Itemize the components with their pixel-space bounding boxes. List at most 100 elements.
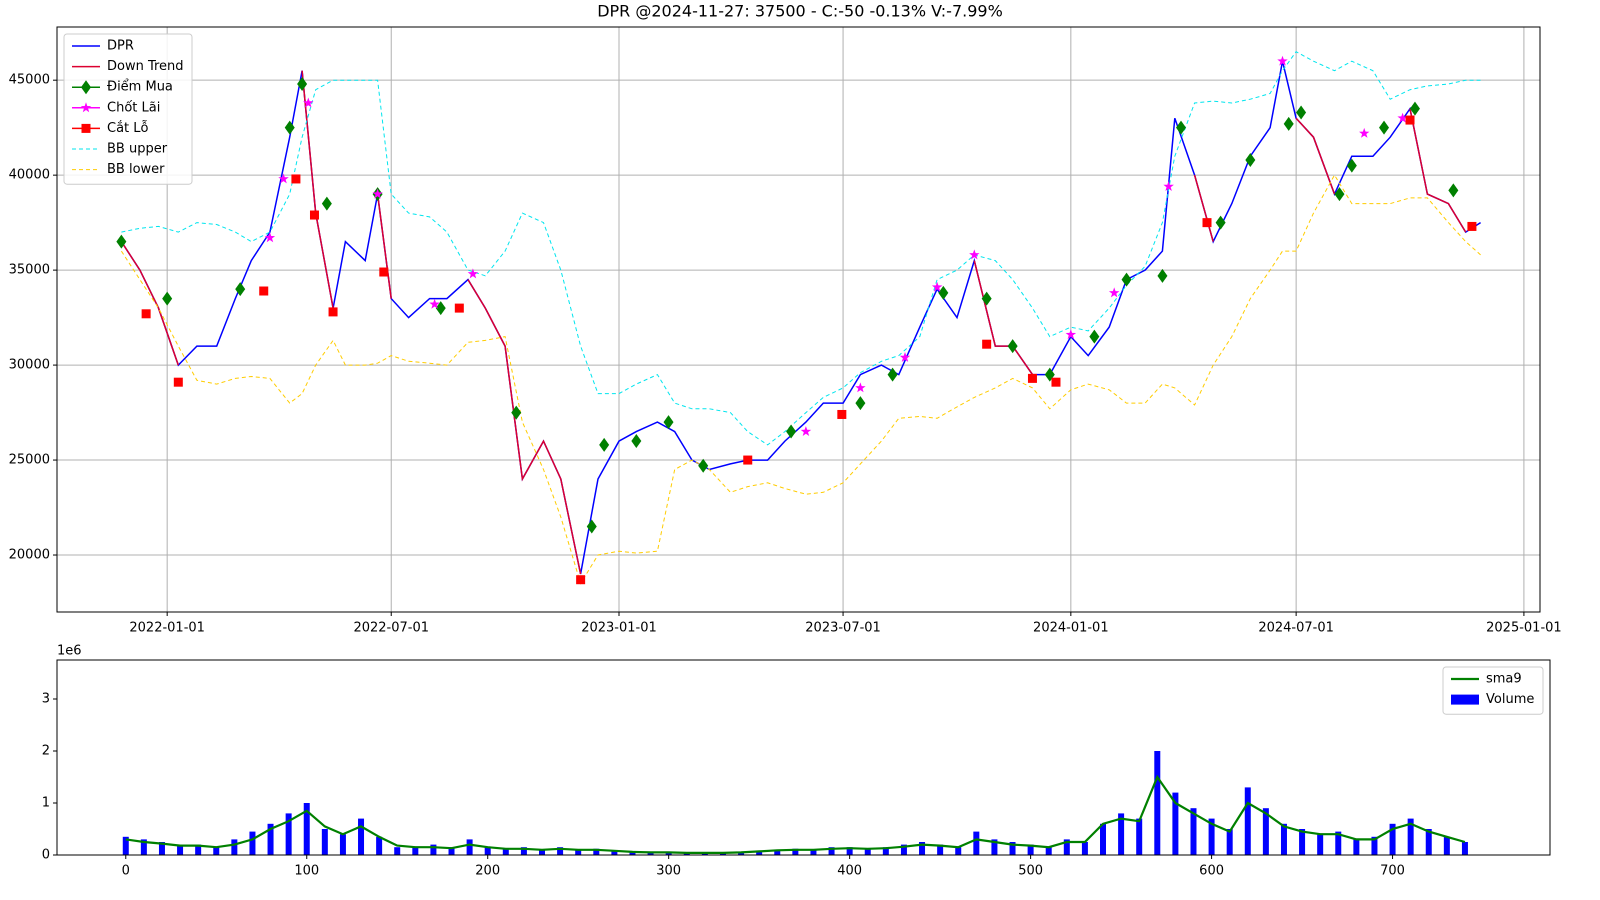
legend-label: Chốt Lãi	[107, 100, 160, 115]
buy-marker	[1296, 105, 1307, 120]
legend-label: Volume	[1486, 692, 1534, 707]
series-line	[125, 774, 1466, 854]
volume-bar	[593, 848, 600, 855]
volume-bar	[611, 850, 618, 855]
volume-bar	[1226, 829, 1233, 855]
buy-marker	[1121, 272, 1132, 287]
volume-bar	[1136, 818, 1143, 855]
take-profit-marker	[1108, 287, 1120, 298]
plot-area	[122, 751, 1468, 855]
stop-loss-marker	[291, 174, 301, 184]
volume-bar	[303, 803, 310, 855]
volume-bar	[1371, 836, 1378, 855]
volume-bar	[140, 839, 147, 855]
take-profit-marker	[1277, 55, 1288, 66]
take-profit-marker	[1163, 181, 1174, 191]
x-tick-label: 2024-01-01	[1033, 621, 1109, 636]
stop-loss-marker	[141, 309, 151, 319]
volume-bar	[1353, 839, 1360, 855]
volume-bar	[122, 836, 129, 855]
volume-bar	[1081, 842, 1088, 855]
buy-marker	[511, 405, 522, 420]
buy-marker	[1176, 120, 1187, 135]
volume-bar	[1425, 829, 1432, 855]
stop-loss-marker	[837, 409, 847, 419]
legend-marker	[81, 80, 91, 95]
buy-marker	[235, 282, 246, 297]
volume-bar	[1027, 844, 1034, 855]
buy-marker	[855, 396, 866, 411]
volume-bar	[1299, 829, 1306, 855]
stop-loss-marker	[454, 303, 464, 313]
take-profit-marker	[303, 97, 314, 108]
stop-loss-marker	[1202, 218, 1212, 228]
volume-bar	[1045, 847, 1052, 855]
series-line	[120, 174, 1481, 585]
volume-bar	[774, 849, 781, 855]
volume-bar	[1100, 823, 1107, 855]
y-tick-label: 30000	[9, 358, 50, 373]
buy-marker	[162, 291, 173, 306]
y-tick-label: 25000	[9, 453, 50, 468]
stop-loss-marker	[743, 455, 753, 465]
buy-marker	[1157, 268, 1168, 283]
volume-bar	[756, 850, 763, 855]
volume-bar	[213, 847, 220, 855]
legend-label: Điểm Mua	[107, 80, 173, 95]
stop-loss-marker	[309, 210, 319, 220]
buy-marker	[1379, 120, 1390, 135]
volume-bar	[412, 847, 419, 855]
axes-frame	[56, 659, 1551, 856]
volume-bar	[900, 844, 907, 855]
volume-bar	[647, 852, 654, 855]
volume-bar	[1190, 808, 1197, 855]
take-profit-marker	[1397, 112, 1408, 123]
volume-bar	[339, 834, 346, 855]
x-tick-label: 500	[1018, 864, 1043, 879]
take-profit-marker	[931, 281, 943, 292]
volume-bar	[538, 849, 545, 855]
x-tick-label: 600	[1199, 864, 1224, 879]
legend-marker	[81, 123, 91, 133]
volume-bar	[376, 836, 383, 855]
y-tick-label: 35000	[9, 263, 50, 278]
buy-marker	[1409, 101, 1420, 116]
buy-marker	[116, 234, 127, 249]
buy-marker	[786, 424, 797, 439]
volume-bar	[1118, 813, 1125, 855]
volume-bar	[394, 847, 401, 855]
y-tick-label: 45000	[9, 73, 50, 88]
x-tick-label: 2022-07-01	[353, 621, 429, 636]
volume-bar	[1009, 842, 1016, 855]
buy-marker	[1245, 152, 1256, 167]
legend-label: Cắt Lỗ	[107, 121, 149, 136]
volume-bar	[249, 831, 256, 855]
buy-marker	[321, 196, 332, 211]
volume-bar	[1280, 823, 1287, 855]
buy-marker	[586, 519, 597, 534]
x-tick-label: 0	[122, 864, 130, 879]
volume-bar	[991, 839, 998, 855]
volume-bar	[828, 847, 835, 855]
buy-marker	[599, 437, 610, 452]
x-tick-label: 2022-01-01	[129, 621, 205, 636]
volume-bar	[1154, 751, 1161, 855]
axes-frame	[56, 26, 1541, 613]
buy-marker	[1089, 329, 1100, 344]
volume-bar	[1407, 818, 1414, 855]
y-tick-label: 20000	[9, 548, 50, 563]
y-offset-label: 1e6	[57, 644, 82, 659]
volume-bar	[321, 829, 328, 855]
volume-bar	[267, 823, 274, 855]
take-profit-marker	[467, 268, 479, 279]
volume-bar	[1172, 792, 1179, 855]
volume-bar	[937, 844, 944, 855]
legend-swatch	[1451, 694, 1479, 705]
stop-loss-marker	[1467, 221, 1477, 231]
volume-bar	[448, 847, 455, 855]
y-tick-label: 2	[42, 744, 50, 759]
buy-marker	[887, 367, 898, 382]
volume-bar	[430, 844, 437, 855]
volume-bar	[520, 847, 527, 855]
